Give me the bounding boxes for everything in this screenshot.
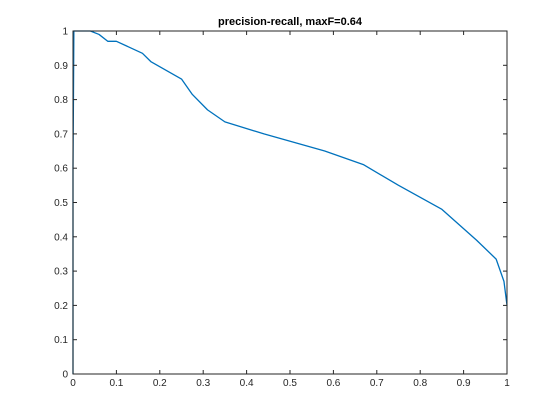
x-tick-label: 0.9	[457, 378, 471, 389]
y-tick-label: 0.1	[54, 335, 68, 346]
y-tick-label: 0.7	[54, 129, 68, 140]
x-tick-label: 0.7	[370, 378, 384, 389]
precision-recall-line	[72, 30, 508, 374]
y-tick-label: 0.4	[54, 232, 68, 243]
x-tick-label: 0.5	[283, 378, 297, 389]
y-axis: 0 0.1 0.2 0.3 0.4 0.5 0.6 0.7 0.8 0.9 1	[54, 27, 507, 381]
x-tick-label: 0.1	[109, 378, 123, 389]
x-tick-label: 0.3	[196, 378, 210, 389]
y-tick-label: 0.6	[54, 164, 68, 175]
axes-box	[72, 30, 508, 375]
y-tick-label: 0.2	[54, 301, 68, 312]
x-tick-label: 0.6	[326, 378, 340, 389]
x-tick-label: 0.2	[153, 378, 167, 389]
y-tick-label: 0.9	[54, 61, 68, 72]
x-tick-label: 0	[70, 378, 76, 389]
x-tick-label: 0.4	[240, 378, 254, 389]
y-tick-label: 0.3	[54, 267, 68, 278]
x-axis: 0 0.1 0.2 0.3 0.4 0.5 0.6 0.7 0.8 0.9 1	[70, 31, 510, 389]
y-tick-label: 0.8	[54, 95, 68, 106]
y-tick-label: 0.5	[54, 198, 68, 209]
y-tick-label: 0	[62, 370, 68, 381]
x-tick-label: 0.8	[413, 378, 427, 389]
plot-area	[72, 30, 508, 374]
y-tick-label: 1	[62, 27, 68, 38]
x-tick-label: 1	[504, 378, 510, 389]
chart-title: precision-recall, maxF=0.64	[218, 16, 363, 28]
